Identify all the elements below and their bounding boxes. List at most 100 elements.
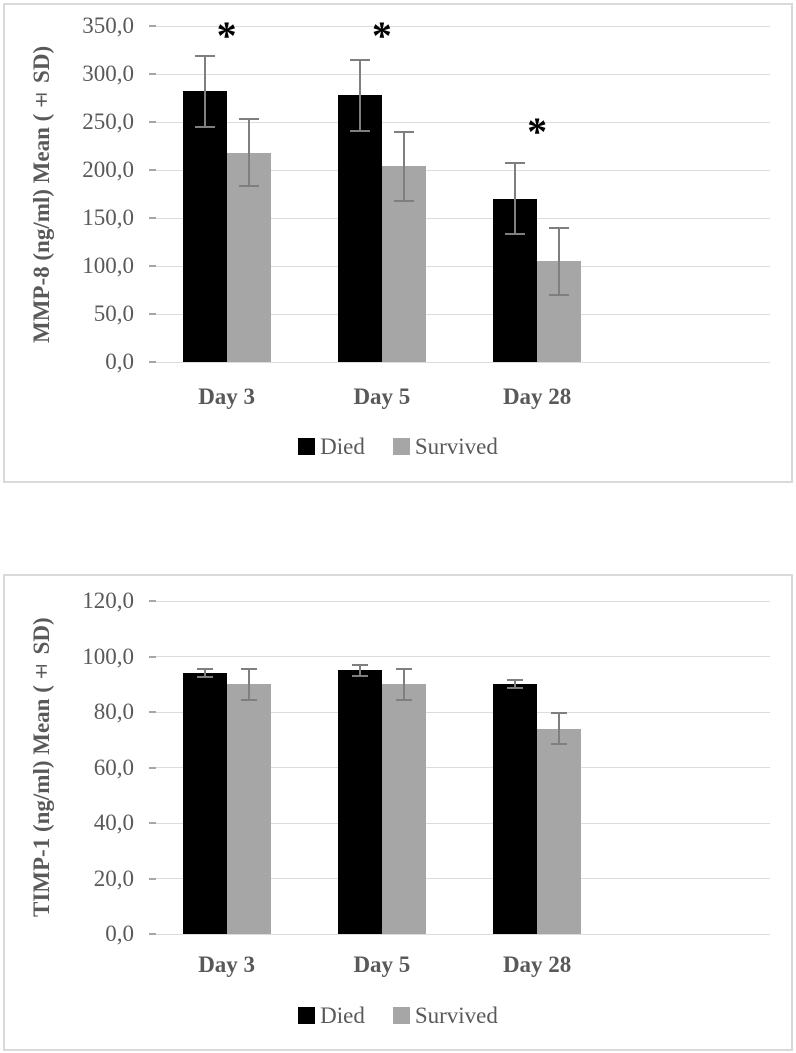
died-error-bar-bottom-cap-day-28 — [507, 687, 524, 690]
gridline-200 — [149, 169, 770, 171]
legend-item-survived: Survived — [392, 1002, 498, 1028]
survived-error-bar-bottom-cap-day-5 — [393, 199, 414, 202]
survived-error-bar-top-cap-day-5 — [395, 667, 412, 670]
gridline-50 — [149, 313, 770, 315]
survived-error-bar-day-3 — [247, 119, 250, 187]
survived-error-bar-bottom-cap-day-28 — [549, 293, 570, 296]
died-error-bar-day-28 — [514, 680, 517, 689]
gridline-100 — [149, 656, 770, 657]
category-label-day-28: Day 28 — [502, 384, 572, 409]
died-error-bar-top-cap-day-3 — [196, 667, 213, 670]
y-tick-label-120: 120,0 — [82, 588, 134, 613]
y-axis-tick — [149, 121, 156, 123]
died-error-bar-top-cap-day-5 — [349, 58, 370, 61]
legend-swatch-died — [298, 1006, 316, 1024]
y-axis-tick — [149, 25, 156, 27]
survived-bar-day-5 — [381, 684, 426, 934]
gridline-40 — [149, 822, 770, 824]
died-bar-day-5 — [337, 95, 382, 362]
y-tick-label-100: 100,0 — [82, 253, 134, 278]
died-error-bar-bottom-cap-day-3 — [196, 676, 213, 679]
y-tick-label-300: 300,0 — [82, 61, 134, 86]
gridline-0 — [149, 361, 770, 363]
y-tick-label-0: 0,0 — [105, 921, 134, 946]
survived-error-bar-bottom-cap-day-3 — [238, 185, 259, 188]
mmp8-legend: Died Survived — [5, 432, 791, 460]
y-axis-tick — [149, 877, 156, 880]
legend-label-survived: Survived — [414, 433, 498, 459]
died-error-bar-day-5 — [358, 59, 361, 131]
y-tick-label-200: 200,0 — [82, 157, 134, 182]
timp1-legend: Died Survived — [5, 1001, 791, 1029]
died-error-bar-bottom-cap-day-3 — [194, 125, 215, 128]
died-error-bar-top-cap-day-3 — [194, 54, 215, 57]
legend-label-survived: Survived — [414, 1002, 498, 1028]
died-error-bar-top-cap-day-5 — [351, 663, 368, 666]
y-axis-tick — [149, 600, 156, 602]
died-error-bar-bottom-cap-day-5 — [349, 129, 370, 132]
timp1-plot-area: 0,0 20,0 40,0 60,0 80,0 100,0 120,0 Day 3 Day 5 D… — [5, 576, 791, 1049]
y-tick-label-350: 350,0 — [82, 13, 134, 38]
timp1-chart-panel: TIMP-1 (ng/ml) Mean (± SD) 0,0 20,0 40,0 60… — [3, 574, 793, 1051]
survived-error-bar-day-28 — [558, 713, 561, 744]
y-tick-label-100: 100,0 — [82, 643, 134, 669]
legend-swatch-died — [298, 437, 316, 455]
survived-error-bar-bottom-cap-day-5 — [395, 698, 412, 701]
survived-error-bar-day-28 — [558, 227, 561, 295]
y-tick-label-60: 60,0 — [93, 754, 134, 780]
legend-label-died: Died — [320, 433, 365, 459]
legend-item-died: Died — [298, 1004, 365, 1027]
category-label-day-5: Day 5 — [353, 384, 411, 409]
y-tick-label-80: 80,0 — [93, 699, 134, 724]
died-error-bar-bottom-cap-day-5 — [351, 674, 368, 677]
category-label-day-28: Day 28 — [502, 952, 572, 977]
gridline-0 — [149, 933, 770, 935]
y-tick-label-150: 150,0 — [82, 205, 134, 230]
y-axis-tick — [149, 933, 156, 935]
significance-asterisk-day-3: * — [216, 12, 237, 58]
gridline-150 — [149, 217, 770, 219]
gridline-350 — [149, 25, 770, 27]
died-error-bar-day-3 — [203, 668, 206, 678]
gridline-300 — [149, 73, 770, 75]
died-error-bar-day-5 — [358, 664, 361, 676]
y-axis-tick — [149, 361, 156, 363]
y-axis-tick — [149, 766, 156, 769]
y-tick-label-0: 0,0 — [105, 349, 134, 374]
y-tick-label-250: 250,0 — [82, 109, 134, 134]
significance-asterisk-day-28: * — [527, 108, 548, 154]
gridline-20 — [149, 878, 770, 879]
survived-error-bar-bottom-cap-day-3 — [240, 698, 257, 701]
survived-error-bar-day-5 — [402, 668, 405, 700]
legend-item-died: Died — [298, 433, 365, 459]
y-axis-tick — [149, 655, 156, 658]
died-error-bar-day-28 — [514, 163, 517, 235]
y-axis-tick — [149, 73, 156, 75]
y-axis-tick — [149, 265, 156, 267]
y-tick-label-50: 50,0 — [93, 301, 134, 326]
y-axis-tick — [149, 217, 156, 219]
died-error-bar-bottom-cap-day-28 — [505, 233, 526, 236]
legend-swatch-survived — [392, 1006, 410, 1024]
died-bar-day-3 — [182, 673, 227, 934]
gridline-100 — [149, 265, 770, 267]
died-bar-day-3 — [182, 91, 227, 362]
died-error-bar-top-cap-day-28 — [507, 679, 524, 682]
y-tick-label-20: 20,0 — [93, 865, 134, 891]
gridline-120 — [149, 600, 770, 602]
survived-error-bar-top-cap-day-28 — [551, 712, 568, 715]
gridline-250 — [149, 121, 770, 123]
mmp8-chart-panel: MMP-8 (ng/ml) Mean (± SD) 0,0 50,0 100,0 15… — [3, 3, 793, 483]
y-axis-tick — [149, 313, 156, 315]
died-error-bar-day-3 — [203, 55, 206, 127]
y-axis-tick — [149, 822, 156, 824]
mmp8-plot-area: 0,0 50,0 100,0 150,0 200,0 250,0 300,0 350,0 Day… — [5, 5, 791, 481]
died-bar-day-5 — [337, 670, 382, 934]
survived-error-bar-top-cap-day-5 — [393, 130, 414, 133]
legend-swatch-survived — [392, 437, 410, 455]
y-axis-tick — [149, 711, 156, 713]
survived-error-bar-day-3 — [247, 668, 250, 700]
survived-error-bar-top-cap-day-3 — [240, 667, 257, 670]
y-tick-label-40: 40,0 — [93, 810, 134, 835]
